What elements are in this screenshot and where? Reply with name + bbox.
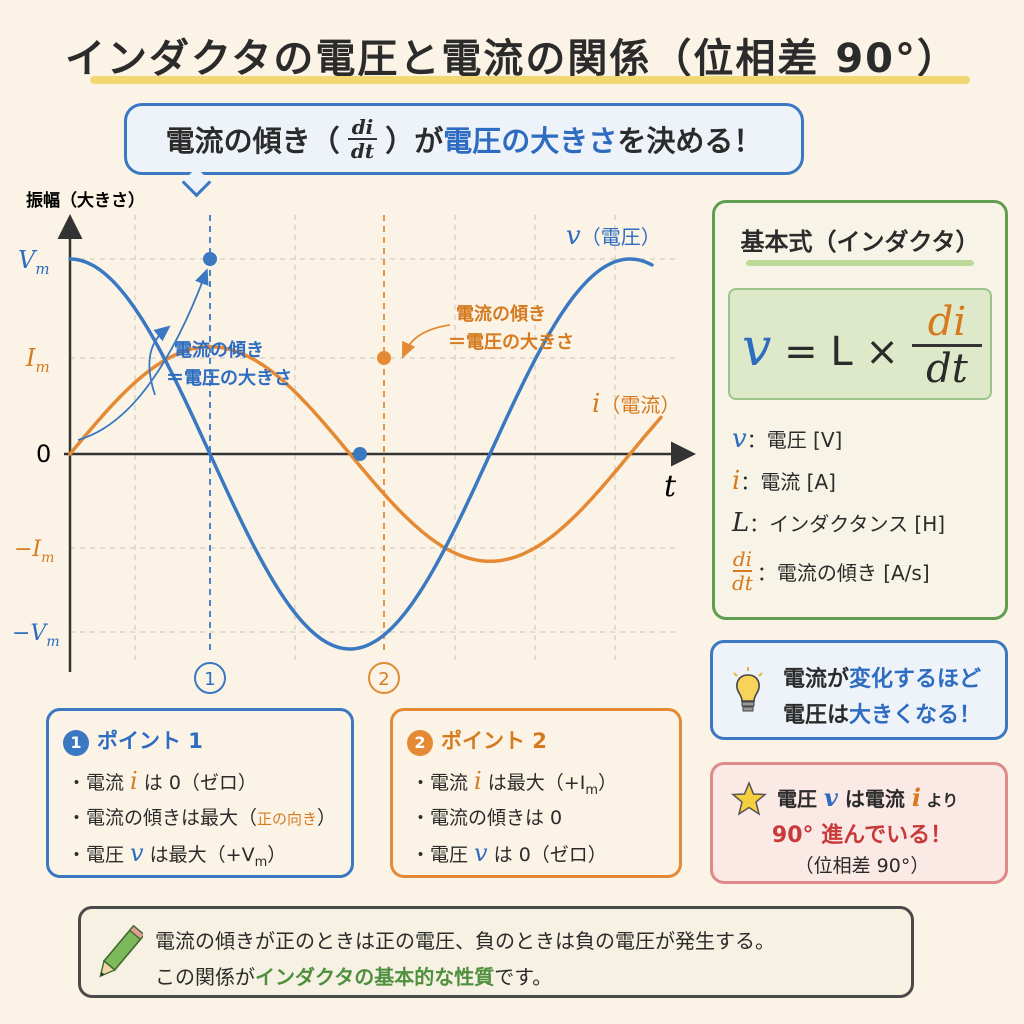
annot1-arrow-2 <box>148 325 171 396</box>
formula-frac-num: di <box>912 300 982 347</box>
legend-frac-den: dt <box>732 571 753 595</box>
grid-lines <box>70 215 680 665</box>
legend-row-didt: di dt ：電流の傾き [A/s] <box>732 548 930 594</box>
voltage-series-label: v（電圧） <box>566 221 661 251</box>
point1-title: ポイント 1 <box>97 729 203 753</box>
tip-note: 電流が変化するほど 電圧は大きくなる！ <box>710 640 1008 740</box>
legend-text-didt: ：電流の傾き [A/s] <box>756 560 930 585</box>
marker1-circle <box>194 662 226 694</box>
point2-title: ポイント 2 <box>441 729 547 753</box>
formula-title: 基本式（インダクタ） <box>740 228 980 256</box>
legend-row-v: v：電圧 [V] <box>732 424 842 454</box>
point1-badge: 1 <box>63 730 89 756</box>
point1-item2: ・電流の傾きは最大（正の向き） <box>67 807 337 829</box>
point2-header: 2 ポイント 2 <box>407 725 547 756</box>
point2-badge: 2 <box>407 730 433 756</box>
marker2-circle <box>368 662 400 694</box>
legend-row-i: i：電流 [A] <box>732 466 836 496</box>
annot1-line1: 電流の傾き <box>174 339 264 361</box>
formula-lhs: v <box>742 318 772 378</box>
page-title: インダクタの電圧と電流の関係（位相差 90°） <box>65 36 959 82</box>
bubble-text-4: を決める！ <box>617 124 763 158</box>
formula-fraction: di dt <box>912 300 982 391</box>
tip-line2: 電圧は大きくなる！ <box>783 703 982 728</box>
tick-zero: 0 <box>36 440 51 468</box>
point2-item3: ・電圧 v は 0（ゼロ） <box>411 839 607 867</box>
phase-line3: （位相差 90°） <box>794 855 930 877</box>
formula-frac-den: dt <box>926 346 968 392</box>
legend-frac: di dt <box>732 548 753 594</box>
formula-eq: = L × <box>771 329 899 375</box>
bubble-text-2: ）が <box>385 124 444 158</box>
tip-line1: 電流が変化するほど <box>783 667 982 692</box>
tick-im: Im <box>25 344 50 376</box>
current-peak-dot <box>377 351 391 365</box>
bubble-frac-num: di <box>347 116 378 140</box>
annot2-arrow <box>402 324 451 359</box>
legend-text-l: ：インダクタンス [H] <box>749 512 946 536</box>
point2-item1: ・電流 i は最大（+Im） <box>411 767 617 798</box>
point2-item2: ・電流の傾きは 0 <box>411 807 563 829</box>
tick-neg-im: −Im <box>14 537 54 566</box>
legend-text-i: ：電流 [A] <box>740 470 836 494</box>
legend-sym-l: L <box>732 508 750 538</box>
formula-equation: v = L × <box>742 318 899 378</box>
phase-line2: 90° 進んでいる！ <box>771 823 953 848</box>
tick-vm: Vm <box>18 246 50 278</box>
legend-text-v: ：電圧 [V] <box>746 428 843 452</box>
legend-sym-v: v <box>732 424 747 454</box>
voltage-zero-dot <box>353 447 367 461</box>
point1-item1: ・電流 i は 0（ゼロ） <box>67 767 257 795</box>
annot2-line1: 電流の傾き <box>456 303 546 325</box>
point1-item3: ・電圧 v は最大（+Vm） <box>67 839 287 870</box>
voltage-peak-dot <box>203 252 217 266</box>
bubble-text-1: 電流の傾き（ <box>165 124 340 158</box>
point2-panel: 2 ポイント 2 ・電流 i は最大（+Im） ・電流の傾きは 0 ・電圧 v は… <box>390 708 682 878</box>
summary-line1: 電流の傾きが正のときは正の電圧、負のときは負の電圧が発生する。 <box>155 929 775 953</box>
legend-frac-num: di <box>732 547 753 572</box>
voltage-wave <box>68 257 654 651</box>
waveform-graph: 電流の傾き ＝電圧の大きさ 電流の傾き ＝電圧の大きさ 振幅（大きさ） t Vm… <box>12 190 696 694</box>
x-axis-label: t <box>664 469 677 504</box>
bubble-text-3: 電圧の大きさ <box>443 124 618 158</box>
marker2-label: 2 <box>378 669 389 690</box>
legend-sym-i: i <box>732 466 741 496</box>
formula-title-underline <box>746 260 974 266</box>
summary-line2: この関係がインダクタの基本的な性質です。 <box>155 965 553 989</box>
title-underline <box>90 76 970 84</box>
star-icon <box>731 781 767 816</box>
annot2-line2: ＝電圧の大きさ <box>448 331 574 353</box>
legend-row-l: L：インダクタンス [H] <box>732 508 945 538</box>
current-series-label: i（電流） <box>592 389 680 419</box>
annot1-arrow <box>77 268 209 441</box>
point1-panel: 1 ポイント 1 ・電流 i は 0（ゼロ） ・電流の傾きは最大（正の向き） ・電… <box>46 708 354 878</box>
y-axis-label: 振幅（大きさ） <box>26 190 145 211</box>
pencil-icon <box>99 924 143 978</box>
lightbulb-icon <box>733 667 763 712</box>
callout-bubble: 電流の傾き（ di dt ）が 電圧の大きさ を決める！ <box>124 103 804 175</box>
summary-panel: 電流の傾きが正のときは正の電圧、負のときは負の電圧が発生する。 この関係がインダ… <box>78 906 914 998</box>
point1-header: 1 ポイント 1 <box>63 725 203 756</box>
tick-neg-vm: −Vm <box>12 621 60 650</box>
phase-line1: 電圧 v は電流 i より <box>777 783 959 812</box>
current-wave <box>68 345 663 564</box>
bubble-frac-den: dt <box>350 139 375 163</box>
phase-note: 電圧 v は電流 i より 90° 進んでいる！ （位相差 90°） <box>710 762 1008 884</box>
marker1-label: 1 <box>204 669 215 690</box>
annot1-line2: ＝電圧の大きさ <box>166 367 292 389</box>
bubble-fraction: di dt <box>347 116 378 163</box>
formula-panel <box>712 200 1008 620</box>
